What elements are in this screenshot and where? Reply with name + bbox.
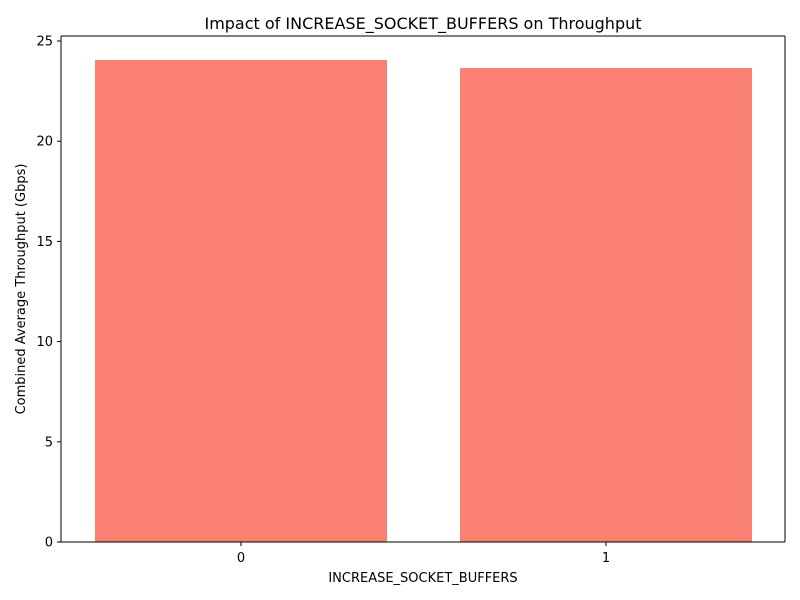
bar-0	[95, 60, 387, 543]
plot-area: 0 5 10 15 20 25 0 1	[36, 35, 786, 566]
x-axis-label: INCREASE_SOCKET_BUFFERS	[328, 571, 517, 586]
x-tick-label: 0	[237, 551, 245, 566]
y-tick-label: 10	[36, 335, 53, 350]
y-tick-label: 25	[36, 35, 53, 50]
chart-title: Impact of INCREASE_SOCKET_BUFFERS on Thr…	[204, 14, 641, 34]
y-tick-label: 15	[36, 235, 53, 250]
y-tick-label: 5	[45, 435, 53, 450]
bar-1	[460, 68, 752, 543]
x-tick-label: 1	[602, 551, 610, 566]
y-tick-label: 0	[45, 536, 53, 551]
y-tick-label: 20	[36, 135, 53, 150]
y-axis-label: Combined Average Throughput (Gbps)	[14, 164, 29, 415]
